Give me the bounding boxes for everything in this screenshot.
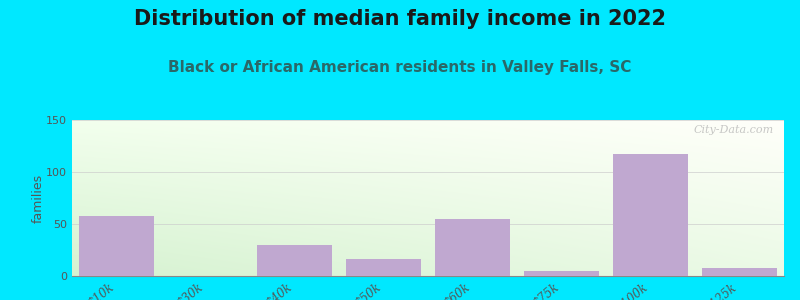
Text: City-Data.com: City-Data.com: [693, 125, 774, 135]
Bar: [346, 260, 422, 276]
Text: Distribution of median family income in 2022: Distribution of median family income in …: [134, 9, 666, 29]
Text: Black or African American residents in Valley Falls, SC: Black or African American residents in V…: [168, 60, 632, 75]
Bar: [434, 219, 510, 276]
Bar: [613, 154, 688, 276]
Bar: [257, 245, 332, 276]
Y-axis label: families: families: [32, 173, 45, 223]
Bar: [78, 216, 154, 276]
Bar: [524, 271, 599, 276]
Bar: [702, 268, 778, 276]
